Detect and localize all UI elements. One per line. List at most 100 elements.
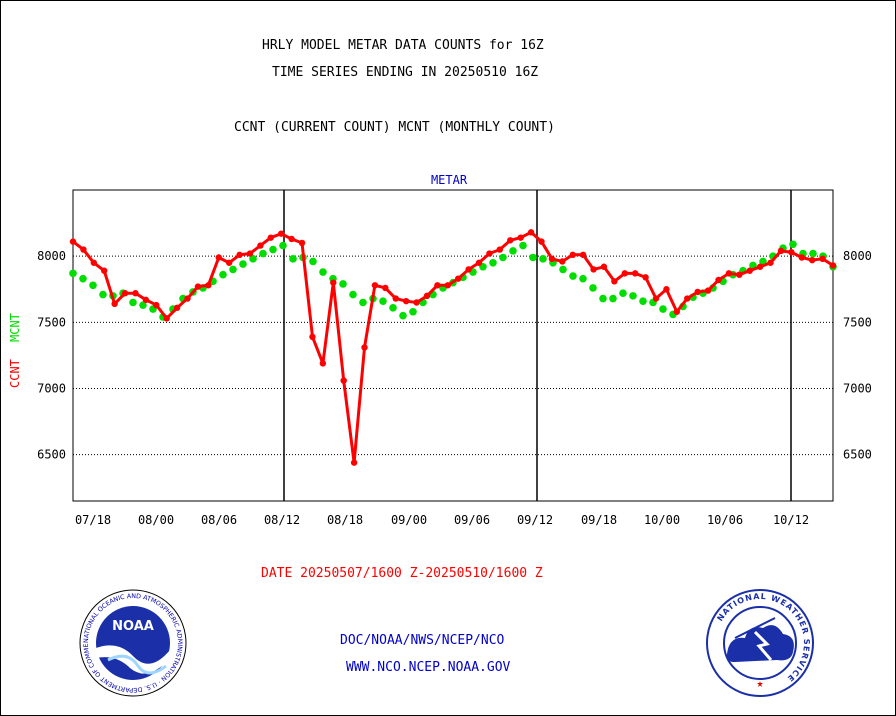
ccnt-point [746, 267, 753, 274]
mcnt-point [809, 249, 817, 258]
y-tick-label-right: 7000 [843, 382, 872, 396]
ccnt-point [642, 274, 649, 281]
ccnt-point [288, 235, 295, 243]
ccnt-point [725, 270, 733, 277]
x-tick-label: 09/00 [391, 513, 427, 527]
ccnt-point [496, 246, 504, 253]
mcnt-point [249, 255, 257, 263]
mcnt-point [139, 301, 147, 309]
ccnt-point [194, 283, 202, 290]
y-tick-label-right: 7500 [843, 315, 872, 329]
x-tick-label: 09/12 [517, 513, 553, 527]
mcnt-point [79, 274, 87, 283]
y-tick-label-left: 7500 [37, 315, 66, 329]
mcnt-point [659, 305, 667, 313]
mcnt-point [599, 294, 607, 303]
mcnt-point [499, 253, 507, 262]
mcnt-point [559, 265, 567, 274]
ccnt-point [777, 247, 785, 255]
ccnt-point [736, 271, 743, 278]
ccnt-point [121, 290, 129, 297]
mcnt-point [69, 269, 77, 278]
mcnt-point [399, 311, 407, 320]
x-tick-label: 08/18 [327, 513, 363, 527]
ccnt-point [309, 333, 316, 341]
mcnt-point [129, 298, 137, 307]
mcnt-point [219, 270, 227, 279]
ccnt-point [798, 254, 805, 261]
ccnt-point [319, 360, 327, 367]
mcnt-point [239, 260, 247, 268]
ccnt-point [101, 267, 108, 274]
ccnt-point [205, 282, 212, 289]
x-tick-label: 08/12 [264, 513, 300, 527]
mcnt-point [389, 303, 397, 312]
ccnt-point [330, 279, 337, 286]
ccnt-point [163, 315, 170, 322]
ccnt-point [69, 238, 77, 245]
mcnt-point [529, 253, 537, 262]
ccnt-point [621, 270, 628, 277]
ccnt-point [455, 275, 462, 282]
mcnt-point [789, 240, 797, 249]
ccnt-point [486, 250, 493, 257]
ccnt-point [808, 256, 816, 264]
ccnt-point [600, 263, 608, 270]
x-tick-label: 10/12 [773, 513, 809, 527]
ccnt-point [423, 292, 431, 300]
ccnt-point [225, 259, 233, 266]
ccnt-point [465, 266, 472, 273]
ccnt-point [267, 234, 275, 241]
mcnt-point [409, 307, 417, 316]
ccnt-point [631, 270, 639, 277]
y-tick-label-right: 8000 [843, 249, 872, 263]
ccnt-point [153, 301, 160, 309]
x-tick-label: 08/00 [138, 513, 174, 527]
panel-title: METAR [431, 173, 468, 187]
ccnt-point [538, 238, 545, 245]
ccnt-point [142, 296, 150, 304]
nws-logo: NATIONAL WEATHER SERVICE [706, 589, 814, 697]
ccnt-point [257, 242, 264, 249]
ccnt-point [402, 297, 410, 305]
ccnt-point [611, 278, 618, 285]
date-range-label: DATE 20250507/1600 Z-20250510/1600 Z [261, 566, 543, 581]
y-tick-label-left: 7000 [37, 382, 66, 396]
ccnt-point [132, 290, 139, 297]
mcnt-point [379, 297, 387, 305]
noaa-logo: NATIONAL OCEANIC AND ATMOSPHERIC ADMINIS… [78, 588, 187, 697]
y-axis-label-mcnt: MCNT [8, 313, 22, 342]
ccnt-point [173, 304, 181, 311]
ccnt-point [829, 262, 837, 269]
y-axis-label-ccnt: CCNT [8, 359, 22, 388]
mcnt-point [309, 257, 317, 266]
ccnt-point [413, 299, 420, 306]
y-tick-label-left: 6500 [37, 448, 66, 462]
ccnt-point [694, 288, 701, 296]
ccnt-point [350, 459, 358, 466]
ccnt-point [246, 250, 254, 257]
ccnt-point [756, 263, 764, 270]
chart-subtitle: CCNT (CURRENT COUNT) MCNT (MONTHLY COUNT… [234, 120, 555, 135]
mcnt-point [339, 280, 347, 288]
ccnt-point [236, 251, 243, 259]
ccnt-point [559, 258, 566, 265]
x-tick-label: 10/06 [707, 513, 743, 527]
mcnt-point [519, 241, 527, 250]
mcnt-point [89, 281, 97, 290]
ccnt-point [371, 282, 379, 289]
mcnt-point [489, 258, 497, 267]
ccnt-point [215, 254, 222, 261]
x-tick-label: 09/18 [581, 513, 617, 527]
ccnt-point [111, 300, 118, 308]
ccnt-point [278, 230, 285, 237]
mcnt-point [269, 245, 277, 254]
x-tick-label: 07/18 [75, 513, 111, 527]
y-tick-label-left: 8000 [37, 249, 66, 263]
ccnt-point [517, 234, 524, 241]
ccnt-point [590, 266, 597, 273]
ccnt-point [788, 249, 795, 256]
org-path-label: DOC/NOAA/NWS/NCEP/NCO [340, 633, 505, 648]
mcnt-point [629, 292, 637, 300]
